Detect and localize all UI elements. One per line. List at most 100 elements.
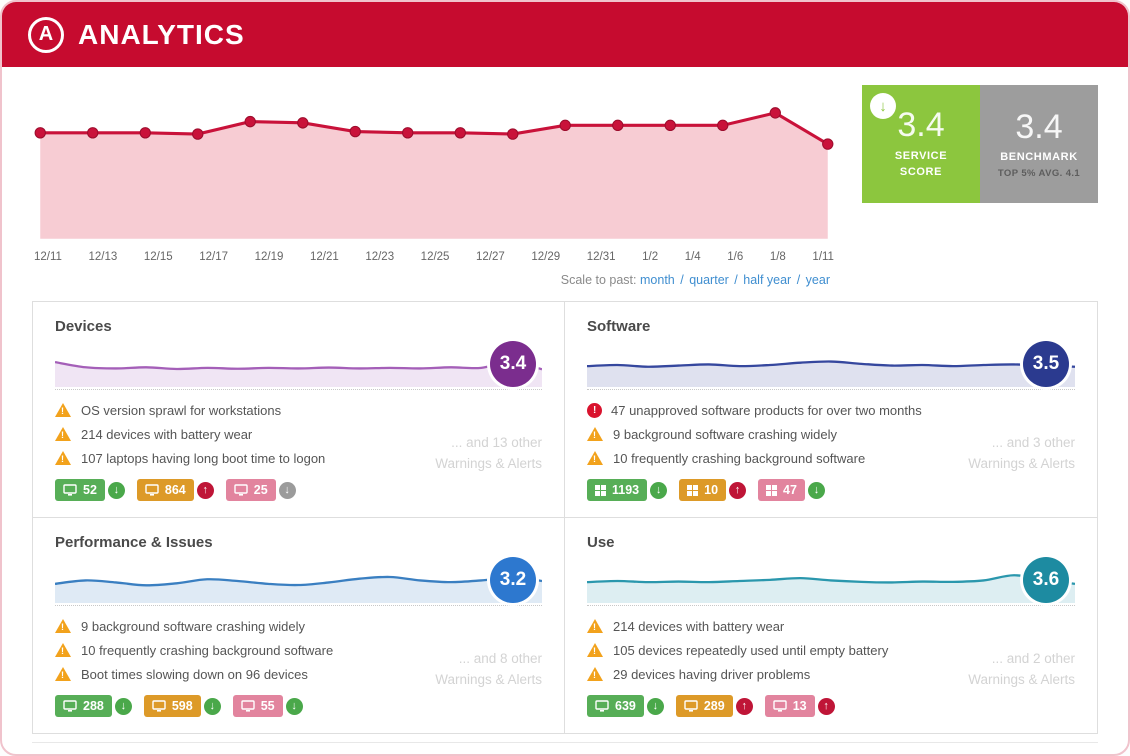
x-axis-label: 12/21 — [309, 251, 339, 263]
warning-item[interactable]: Boot times slowing down on 96 devices — [55, 667, 333, 682]
badge-group: 639 — [587, 695, 664, 717]
x-axis-label: 1/6 — [727, 251, 744, 263]
status-badge-alert[interactable]: 47 — [758, 479, 805, 501]
devices-status-badges: 52 864 25 — [55, 479, 542, 501]
x-axis-label: 12/27 — [476, 251, 505, 263]
warning-icon — [55, 451, 72, 466]
monitor-icon — [684, 700, 698, 712]
x-axis-label: 1/4 — [684, 251, 701, 263]
x-axis-label: 12/25 — [420, 251, 450, 263]
scale-quarter-link[interactable]: quarter — [689, 273, 729, 287]
trend-down-icon — [646, 697, 664, 715]
trend-up-icon — [817, 697, 835, 715]
service-score-trend-chart — [34, 107, 834, 239]
panel-performance: Performance & Issues 3.2 9 background so… — [33, 518, 565, 733]
badge-group: 289 — [675, 695, 753, 717]
warning-item[interactable]: 105 devices repeatedly used until empty … — [587, 643, 888, 658]
performance-status-badges: 288 598 55 — [55, 695, 542, 717]
scale-separator: / — [680, 273, 684, 287]
warning-text: 10 frequently crashing background softwa… — [81, 643, 334, 658]
warning-text: OS version sprawl for workstations — [81, 403, 282, 418]
trend-down-icon — [203, 697, 221, 715]
x-axis-label: 12/23 — [365, 251, 395, 263]
badge-group: 55 — [232, 695, 303, 717]
warning-item[interactable]: 214 devices with battery wear — [587, 619, 888, 634]
panel-title: Use — [587, 534, 615, 551]
chart-x-axis: 12/11 12/13 12/15 12/17 12/19 12/21 12/23 12/25… — [32, 251, 836, 263]
performance-sparkline-chart — [55, 575, 542, 603]
scale-month-link[interactable]: month — [640, 273, 675, 287]
status-badge-ok[interactable]: 1193 — [587, 479, 648, 501]
status-badge-warning[interactable]: 864 — [136, 479, 194, 501]
status-badge-warning[interactable]: 10 — [679, 479, 727, 501]
critical-alert-icon — [587, 403, 602, 418]
trend-up-icon — [196, 481, 214, 499]
warning-item[interactable]: OS version sprawl for workstations — [55, 403, 325, 418]
use-warnings-area: 214 devices with battery wear 105 device… — [587, 619, 1075, 691]
x-axis-label: 12/11 — [34, 251, 62, 263]
warning-item[interactable]: 107 laptops having long boot time to log… — [55, 451, 325, 466]
devices-warnings-area: OS version sprawl for workstations 214 d… — [55, 403, 542, 475]
warning-text: 29 devices having driver problems — [613, 667, 811, 682]
warning-icon — [55, 643, 72, 658]
monitor-icon — [234, 484, 248, 496]
warning-item[interactable]: 10 frequently crashing background softwa… — [587, 451, 922, 466]
monitor-icon — [241, 700, 255, 712]
trend-down-icon — [107, 481, 125, 499]
panel-title: Software — [587, 318, 651, 335]
app-header: A ANALYTICS — [2, 2, 1128, 67]
use-score-badge: 3.6 — [1023, 557, 1069, 604]
warning-item[interactable]: 9 background software crashing widely — [587, 427, 922, 442]
trend-down-icon — [114, 697, 132, 715]
panel-use: Use 3.6 214 devices with battery wear 10… — [565, 518, 1097, 733]
x-axis-label: 1/2 — [642, 251, 659, 263]
warnings-list: 9 background software crashing widely 10… — [55, 619, 333, 691]
more-warnings-note: ... and 2 other Warnings & Alerts — [968, 651, 1075, 688]
scale-year-link[interactable]: year — [805, 273, 830, 287]
benchmark-label: BENCHMARK — [1000, 151, 1078, 164]
use-sparkline-chart — [587, 574, 1075, 603]
panel-title: Devices — [55, 318, 112, 335]
badge-group: 52 — [55, 479, 125, 501]
x-axis-label: 12/15 — [143, 251, 173, 263]
status-badge-alert[interactable]: 13 — [764, 695, 815, 717]
status-badge-ok[interactable]: 52 — [55, 479, 105, 501]
monitor-icon — [145, 484, 159, 496]
software-score-badge: 3.5 — [1023, 341, 1069, 388]
software-grid-icon — [766, 484, 778, 496]
status-badge-warning[interactable]: 289 — [675, 695, 733, 717]
status-badge-alert[interactable]: 25 — [225, 479, 276, 501]
scale-label: Scale to past: — [560, 273, 637, 287]
score-trend-down-icon — [870, 93, 896, 119]
warning-icon — [587, 451, 604, 466]
status-badge-ok[interactable]: 639 — [587, 695, 644, 717]
warning-item[interactable]: 9 background software crashing widely — [55, 619, 333, 634]
warning-icon — [587, 643, 604, 658]
panel-devices: Devices 3.4 OS version sprawl for workst… — [33, 302, 565, 518]
status-badge-alert[interactable]: 55 — [232, 695, 283, 717]
warning-text: 214 devices with battery wear — [81, 427, 253, 442]
status-badge-ok[interactable]: 288 — [55, 695, 112, 717]
monitor-icon — [63, 700, 77, 712]
x-axis-label: 1/11 — [812, 251, 834, 263]
software-grid-icon — [687, 484, 699, 496]
warning-item[interactable]: 10 frequently crashing background softwa… — [55, 643, 333, 658]
scale-halfyear-link[interactable]: half year — [743, 273, 792, 287]
warning-item[interactable]: 29 devices having driver problems — [587, 667, 888, 682]
service-score-label: SERVICE SCORE — [894, 149, 948, 178]
trend-down-icon — [807, 481, 825, 499]
devices-sparkline-row: 3.4 — [55, 341, 542, 390]
status-badge-warning[interactable]: 598 — [143, 695, 201, 717]
x-axis-label: 12/19 — [254, 251, 284, 263]
devices-sparkline-chart — [55, 360, 542, 387]
badge-group: 1193 — [587, 479, 668, 501]
benchmark-sub-label: TOP 5% AVG. 4.1 — [997, 168, 1081, 180]
warning-item[interactable]: 214 devices with battery wear — [55, 427, 325, 442]
badge-group: 47 — [758, 479, 825, 501]
warnings-list: 214 devices with battery wear 105 device… — [587, 619, 888, 691]
warning-text: 10 frequently crashing background softwa… — [613, 451, 866, 466]
warning-icon — [587, 619, 604, 634]
benchmark-box: 3.4 BENCHMARK TOP 5% AVG. 4.1 — [980, 85, 1098, 203]
warning-text: 9 background software crashing widely — [81, 619, 306, 634]
warning-item[interactable]: 47 unapproved software products for over… — [587, 403, 922, 418]
